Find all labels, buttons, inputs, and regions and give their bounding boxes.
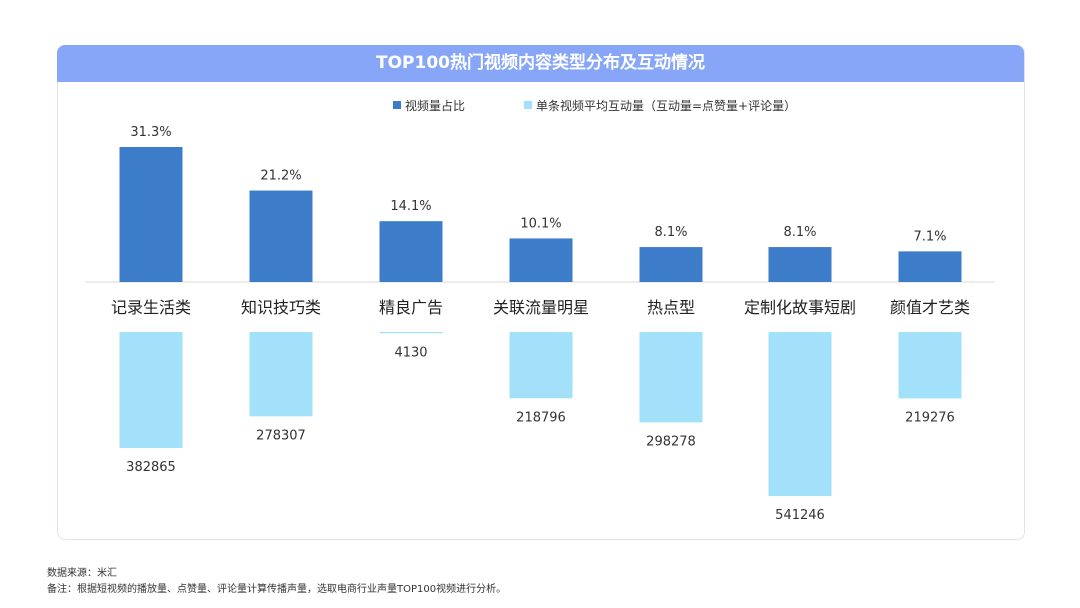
share-bar [119,147,183,282]
legend-label-share: 视频量占比 [405,98,465,113]
interaction-value-label: 4130 [394,345,427,360]
category-label: 热点型 [647,298,695,317]
interaction-value-label: 278307 [256,428,306,443]
interaction-value-label: 218796 [516,410,566,425]
share-value-label: 31.3% [130,125,171,140]
category-labels: 记录生活类 知识技巧类 精良广告 关联流量明星 热点型 定制化故事短剧 颜值才艺类 [111,298,970,317]
share-bar [768,247,832,282]
chart-title: TOP100热门视频内容类型分布及互动情况 [57,45,1024,82]
category-label: 颜值才艺类 [890,298,970,317]
category-label: 关联流量明星 [493,298,589,317]
share-bar [379,221,443,282]
category-label: 精良广告 [379,298,443,317]
share-value-label: 10.1% [520,216,561,231]
interaction-bar [898,332,962,399]
interaction-bar [509,332,573,399]
interaction-bar [768,332,832,496]
chart-card [57,45,1025,540]
share-bars: 31.3% 21.2% 14.1% 10.1% 8.1% 8.1% 7.1% [119,125,962,282]
legend-swatch-interaction [524,101,532,109]
legend: 视频量占比 单条视频平均互动量（互动量=点赞量+评论量） [393,98,796,113]
share-value-label: 21.2% [260,169,301,184]
share-value-label: 8.1% [654,225,687,240]
interaction-value-label: 219276 [905,410,955,425]
interaction-bar [379,332,443,334]
interaction-bar [119,332,183,449]
remark-note: 备注：根据短视频的播放量、点赞量、评论量计算传播声量，选取电商行业声量TOP10… [47,584,507,595]
source-note: 数据来源：米汇 [47,568,117,579]
legend-swatch-share [393,101,401,109]
interaction-bars: 382865 278307 4130 218796 298278 541246 219276 [119,332,962,523]
share-value-label: 8.1% [783,225,816,240]
interaction-bar [639,332,703,423]
category-label: 定制化故事短剧 [744,298,856,317]
share-bar [509,238,573,282]
interaction-value-label: 382865 [126,460,176,475]
share-bar [639,247,703,282]
footer: 数据来源：米汇 备注：根据短视频的播放量、点赞量、评论量计算传播声量，选取电商行… [47,566,506,598]
legend-label-interaction: 单条视频平均互动量（互动量=点赞量+评论量） [536,98,796,113]
category-label: 记录生活类 [111,298,191,317]
interaction-value-label: 298278 [646,434,696,449]
interaction-bar [249,332,313,417]
share-value-label: 14.1% [390,199,431,214]
interaction-value-label: 541246 [775,508,825,523]
share-value-label: 7.1% [913,229,946,244]
share-bar [249,190,313,282]
category-label: 知识技巧类 [241,298,321,317]
share-bar [898,251,962,282]
